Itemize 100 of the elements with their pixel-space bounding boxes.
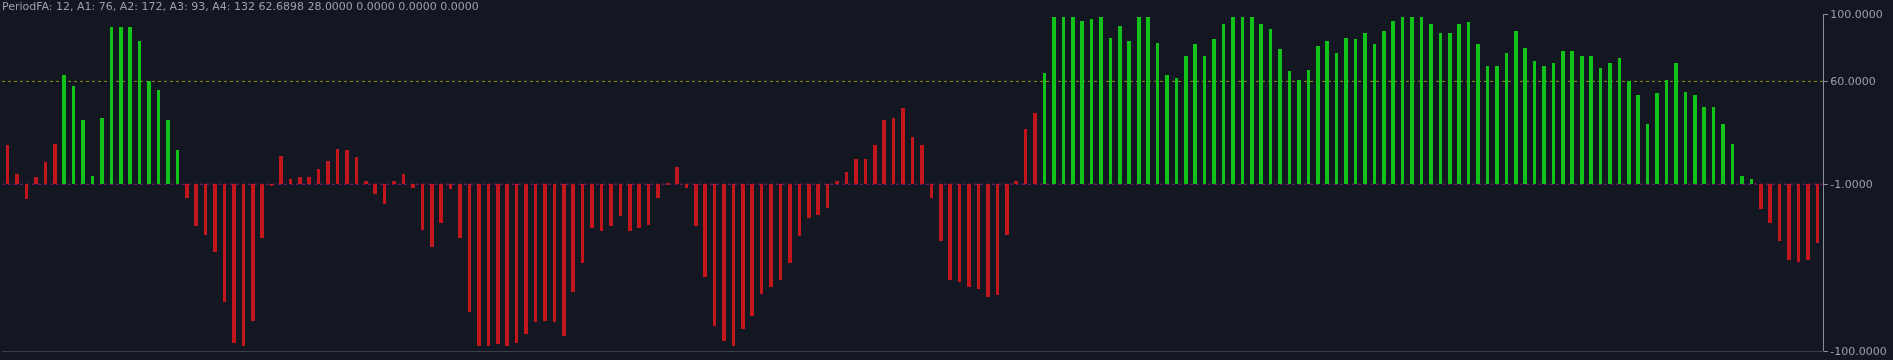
bar: [1193, 44, 1197, 184]
bar: [930, 184, 933, 198]
bar: [298, 177, 302, 184]
bar: [1175, 78, 1178, 184]
bar: [147, 81, 151, 184]
bar: [581, 184, 584, 263]
bar: [138, 41, 141, 184]
bar: [15, 174, 19, 184]
bar: [1439, 33, 1442, 184]
bar: [600, 184, 603, 231]
bar: [1429, 24, 1433, 184]
bar: [62, 75, 66, 184]
bar: [1033, 113, 1037, 184]
bar: [185, 184, 189, 198]
bar: [1561, 51, 1565, 184]
bar: [1062, 17, 1065, 184]
bar: [1316, 46, 1320, 184]
bar: [81, 120, 85, 184]
bar: [750, 184, 754, 316]
bar: [1627, 81, 1631, 184]
bar: [543, 184, 547, 321]
bar: [741, 184, 745, 329]
bar: [364, 181, 368, 184]
bar: [1457, 24, 1461, 184]
bar: [128, 27, 132, 184]
bar: [1702, 107, 1706, 184]
bar: [1750, 179, 1753, 184]
bar: [920, 145, 924, 184]
bar: [628, 184, 632, 231]
bar: [1156, 43, 1159, 184]
bar: [279, 156, 283, 184]
bar: [411, 184, 415, 188]
bar: [722, 184, 726, 341]
bar: [223, 184, 226, 302]
bar: [458, 184, 462, 238]
bar: [1325, 41, 1329, 184]
bar: [807, 184, 811, 218]
bar: [1307, 70, 1310, 184]
bar: [110, 27, 113, 184]
bar: [996, 184, 999, 295]
bar: [816, 184, 820, 215]
bar: [1024, 129, 1027, 184]
bar: [53, 144, 57, 184]
bar: [826, 184, 829, 208]
chart-title: PeriodFA: 12, A1: 76, A2: 172, A3: 93, A4: 132 62.6898 28.0000 0.0000 0.0000 0.0000: [1, 0, 479, 13]
bar: [242, 184, 245, 346]
bar: [854, 159, 858, 184]
bar: [1071, 17, 1075, 184]
bar: [882, 120, 886, 184]
bar: [609, 184, 613, 226]
bar: [534, 184, 537, 322]
bar: [34, 177, 38, 184]
bar: [1693, 95, 1697, 184]
bar: [1250, 17, 1254, 184]
bar: [383, 184, 386, 204]
bar: [251, 184, 255, 321]
bar: [1420, 17, 1423, 184]
bar: [91, 176, 94, 184]
bar: [647, 184, 650, 225]
bar: [1665, 80, 1668, 184]
bar: [317, 169, 320, 184]
bar: [675, 167, 679, 184]
bar: [685, 184, 688, 188]
bar: [1118, 26, 1122, 184]
bar: [967, 184, 971, 287]
bar: [1109, 38, 1112, 184]
bar: [1684, 92, 1687, 184]
bar: [289, 179, 292, 184]
bar: [213, 184, 217, 252]
bar: [1241, 17, 1244, 184]
bar: [402, 174, 405, 184]
bar: [515, 184, 518, 343]
bar: [421, 184, 424, 230]
bar: [1052, 17, 1056, 184]
bar: [590, 184, 594, 228]
bar: [6, 145, 9, 184]
bar: [845, 172, 848, 184]
bar: [1514, 31, 1518, 184]
bar: [1373, 44, 1376, 184]
bar: [986, 184, 990, 297]
bar: [1721, 124, 1725, 184]
bar: [1448, 33, 1452, 184]
bar: [496, 184, 500, 344]
bar: [430, 184, 434, 247]
bar: [1646, 124, 1649, 184]
bar: [524, 184, 528, 334]
bar: [194, 184, 198, 226]
bar: [345, 150, 349, 184]
bar: [1090, 19, 1093, 184]
bar: [1184, 56, 1188, 184]
bar: [939, 184, 943, 241]
bar: [468, 184, 471, 312]
bar: [732, 184, 735, 346]
bar: [100, 118, 104, 184]
bar: [1655, 93, 1659, 184]
bar: [1495, 66, 1499, 184]
bar: [1806, 184, 1810, 260]
bar: [1797, 184, 1800, 262]
bar: [477, 184, 481, 346]
bar: [1787, 184, 1791, 260]
